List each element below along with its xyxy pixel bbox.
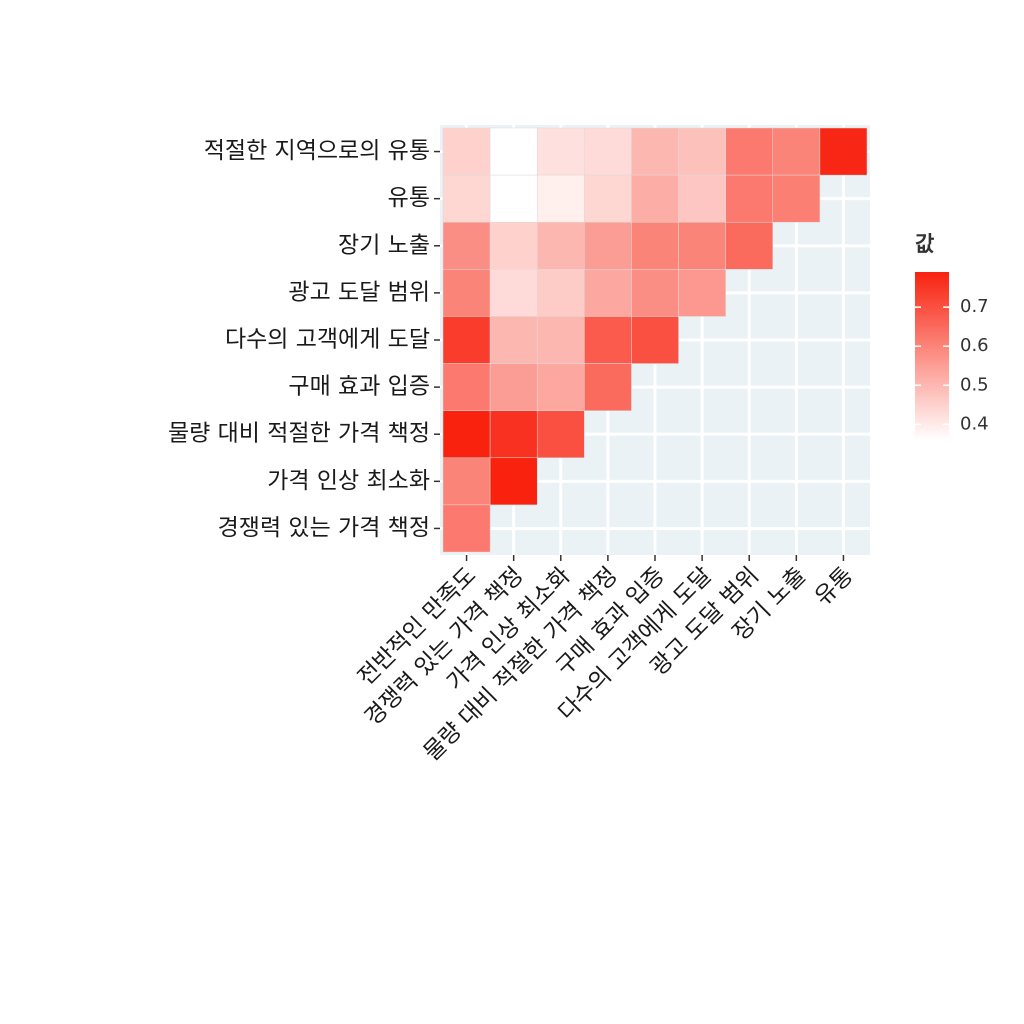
heat-cell (489, 174, 538, 223)
heat-cell (631, 316, 679, 364)
legend-title: 값 (915, 232, 934, 256)
heat-cell (442, 127, 491, 176)
heat-cell (536, 316, 585, 364)
heat-cell (489, 363, 538, 411)
heat-cell (442, 504, 491, 553)
heat-cell (536, 174, 585, 223)
y-tick-label: 유통 (388, 185, 430, 211)
colorbar-tick-label: 0.6 (960, 335, 989, 356)
heat-cell (725, 174, 774, 223)
heat-cell (489, 457, 538, 506)
heat-cell (631, 269, 679, 317)
heat-cell (584, 269, 632, 317)
heat-cell (442, 269, 491, 317)
colorbar-tick-label: 0.4 (960, 413, 989, 434)
heat-cell (584, 316, 632, 364)
heat-cell (536, 410, 585, 459)
heat-cell (489, 127, 538, 176)
heat-cell (678, 127, 726, 176)
heat-cell (489, 269, 538, 317)
heat-cell (678, 174, 726, 223)
heat-cell (584, 221, 632, 270)
heat-cell (772, 174, 821, 223)
y-tick-label: 적절한 지역으로의 유통 (204, 138, 430, 164)
colorbar-tick-label: 0.7 (960, 296, 989, 317)
y-tick-label: 구매 효과 입증 (288, 374, 430, 400)
heat-cell (819, 127, 868, 176)
heat-cell (584, 174, 632, 223)
heat-cell (489, 410, 538, 459)
heat-cell (772, 127, 821, 176)
heat-cell (678, 269, 726, 317)
heat-cell (536, 221, 585, 270)
heat-cell (584, 363, 632, 411)
y-tick-label: 경쟁력 있는 가격 책정 (218, 515, 430, 541)
heat-cell (489, 221, 538, 270)
heat-cell (536, 127, 585, 176)
heat-cell (442, 221, 491, 270)
y-tick-label: 다수의 고객에게 도달 (225, 327, 430, 353)
heat-cell (442, 316, 491, 364)
colorbar (915, 272, 949, 440)
heat-cell (442, 410, 491, 459)
heat-cell (442, 174, 491, 223)
heat-cell (536, 363, 585, 411)
heat-cell (631, 127, 679, 176)
heat-cell (584, 127, 632, 176)
x-tick-label: 유통 (810, 562, 858, 610)
heat-cell (631, 174, 679, 223)
heat-cell (442, 363, 491, 411)
heat-cell (489, 316, 538, 364)
y-tick-label: 물량 대비 적절한 가격 책정 (168, 421, 430, 447)
y-tick-label: 가격 인상 최소화 (267, 468, 430, 494)
heat-cell (631, 221, 679, 270)
heat-cell (725, 221, 774, 270)
y-tick-label: 광고 도달 범위 (288, 279, 430, 305)
y-tick-label: 장기 노출 (338, 232, 430, 258)
heat-cell (678, 221, 726, 270)
heat-cell (442, 457, 491, 506)
heat-cell (725, 127, 774, 176)
colorbar-tick-label: 0.5 (960, 374, 989, 395)
heat-cell (536, 269, 585, 317)
